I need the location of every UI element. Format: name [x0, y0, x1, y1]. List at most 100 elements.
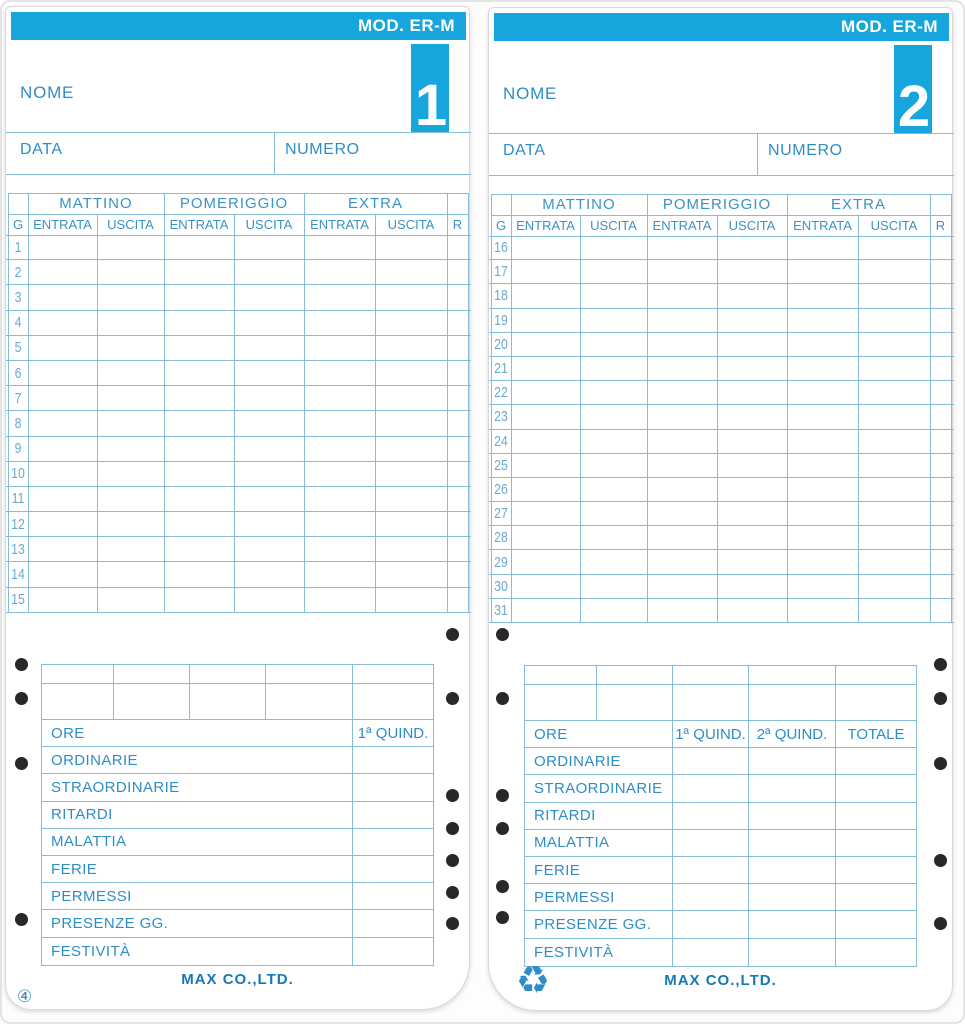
- col-header-r: R: [452, 217, 463, 232]
- feed-hole: [15, 658, 28, 671]
- summary-table: ORE 1ª QUIND. ORDINARIE STRAORDINARIE RI…: [41, 664, 434, 966]
- day-number: 18: [494, 287, 508, 305]
- day-number: 17: [494, 263, 508, 281]
- group-header-pomeriggio: POMERIGGIO: [179, 195, 289, 212]
- summary-value-cell: [836, 939, 916, 966]
- summary-grid-cell: [749, 685, 836, 720]
- summary-value-cell: [353, 747, 433, 773]
- day-row: 15: [6, 588, 471, 613]
- table-line: [447, 193, 448, 613]
- table-line: [491, 194, 951, 195]
- summary-grid-cell: [42, 665, 114, 683]
- day-row: 28: [489, 526, 954, 551]
- summary-grid-row: [42, 665, 433, 684]
- summary-value-cell: [353, 883, 433, 909]
- day-row: 14: [6, 562, 471, 588]
- day-number: 24: [494, 432, 508, 450]
- summary-grid-cell: [190, 684, 266, 719]
- col-header-uscita: USCITA: [870, 218, 918, 233]
- summary-value-cell: [749, 884, 836, 911]
- day-number: 28: [494, 529, 508, 547]
- day-number: 25: [494, 456, 508, 474]
- feed-hole: [446, 692, 459, 705]
- summary-value-cell: [353, 856, 433, 882]
- day-row: 1: [6, 235, 471, 261]
- summary-row-label: RITARDI: [42, 801, 353, 828]
- feed-hole: [446, 886, 459, 899]
- summary-value-cell: [749, 748, 836, 775]
- summary-grid-cell: [353, 684, 433, 719]
- numero-label: NUMERO: [768, 142, 843, 159]
- summary-row: FESTIVITÀ: [525, 938, 916, 966]
- summary-grid-cell: [836, 666, 916, 684]
- day-row: 3: [6, 285, 471, 311]
- col-header-entrata: ENTRATA: [793, 218, 852, 233]
- summary-row-label: STRAORDINARIE: [42, 774, 353, 801]
- summary-grid-cell: [190, 665, 266, 683]
- day-row: 23: [489, 405, 954, 430]
- summary-grid-cell: [114, 665, 190, 683]
- day-number: 14: [11, 566, 25, 584]
- table-line: [304, 193, 305, 613]
- summary-grid-row: [525, 666, 916, 685]
- summary-row-label: PERMESSI: [525, 884, 673, 911]
- summary-value-cell: [836, 911, 916, 937]
- summary-grid-row: [525, 685, 916, 721]
- feed-hole: [496, 789, 509, 802]
- day-row: 8: [6, 411, 471, 437]
- table-line: [6, 235, 471, 236]
- day-number: 11: [11, 490, 25, 508]
- table-line: [8, 214, 468, 215]
- day-row: 22: [489, 381, 954, 406]
- summary-value-cell: [836, 830, 916, 856]
- day-number: 22: [494, 384, 508, 402]
- feed-hole: [446, 917, 459, 930]
- summary-row: ORDINARIE: [525, 748, 916, 776]
- summary-row: FESTIVITÀ: [42, 937, 433, 965]
- day-row: 17: [489, 260, 954, 285]
- summary-value-cell: [749, 802, 836, 829]
- period-header: 1ª QUIND.: [673, 721, 749, 748]
- summary-grid-cell: [673, 685, 749, 720]
- day-rows: 1 2 3 4 5 6 7 8 9 10 11 12 13 14 15: [6, 235, 471, 613]
- day-rows: 16 17 18 19 20 21 22 23 24 25 26 27 28 2…: [489, 236, 954, 623]
- summary-value-cell: [673, 884, 749, 911]
- summary-grid-cell: [673, 666, 749, 684]
- summary-row: PERMESSI: [42, 883, 433, 911]
- table-line: [8, 193, 9, 613]
- summary-row: ORDINARIE: [42, 747, 433, 775]
- group-header-pomeriggio: POMERIGGIO: [662, 196, 772, 213]
- day-number: 10: [11, 465, 25, 483]
- data-numero-row: DATA NUMERO: [489, 133, 954, 176]
- time-register-table: MATTINO POMERIGGIO EXTRA G ENTRATA USCIT…: [6, 193, 471, 613]
- col-header-g: G: [495, 218, 507, 233]
- table-line: [511, 194, 512, 623]
- summary-value-cell: [353, 910, 433, 936]
- group-header-mattino: MATTINO: [59, 195, 133, 212]
- ore-label: ORE: [525, 721, 673, 748]
- summary-row-label: MALATTIA: [525, 829, 673, 856]
- summary-value-cell: [836, 775, 916, 801]
- day-number: 2: [14, 263, 22, 281]
- summary-grid-cell: [525, 685, 597, 720]
- header-bar: MOD. ER-M: [494, 13, 949, 41]
- day-row: 31: [489, 599, 954, 623]
- summary-value-cell: [673, 911, 749, 938]
- summary-header-row: ORE 1ª QUIND. 2ª QUIND. TOTALE: [525, 721, 916, 749]
- summary-value-cell: [673, 775, 749, 802]
- feed-hole: [446, 789, 459, 802]
- col-header-g: G: [12, 217, 24, 232]
- table-line: [234, 214, 235, 613]
- summary-row: PRESENZE GG.: [42, 910, 433, 938]
- brand-logo: MAX CO.,LTD.: [181, 971, 294, 988]
- summary-grid-cell: [749, 666, 836, 684]
- day-row: 30: [489, 575, 954, 599]
- card-number-badge: 2: [894, 45, 932, 133]
- day-row: 11: [6, 487, 471, 513]
- feed-hole: [496, 628, 509, 641]
- summary-value-cell: [673, 829, 749, 856]
- card-number: 1: [414, 72, 447, 132]
- summary-row: RITARDI: [525, 802, 916, 830]
- table-line: [375, 214, 376, 613]
